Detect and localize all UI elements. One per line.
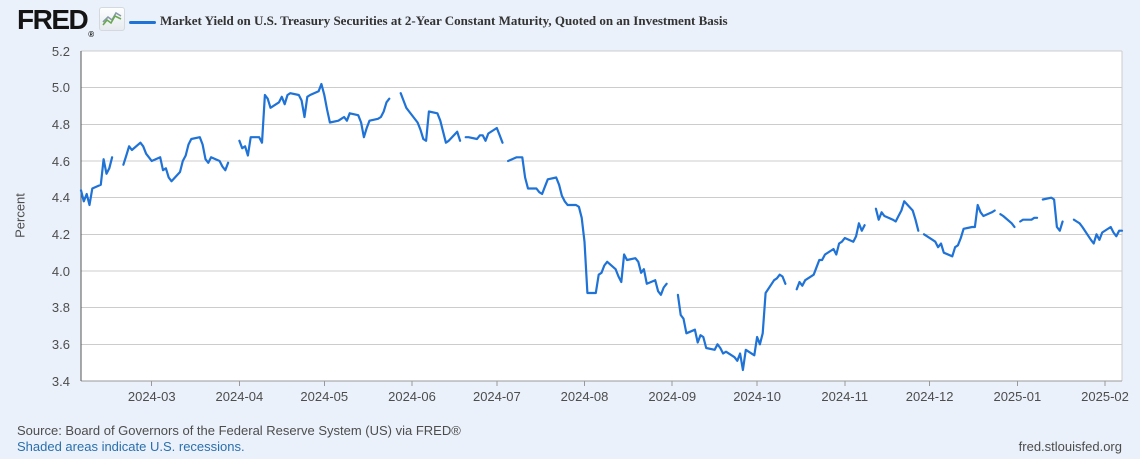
x-tick-label: 2024-07 xyxy=(472,389,521,404)
x-tick-label: 2024-03 xyxy=(127,389,176,404)
chart-title: Market Yield on U.S. Treasury Securities… xyxy=(160,13,728,28)
sparkline-chart-icon xyxy=(99,7,125,31)
x-tick-label: 2025-01 xyxy=(993,389,1042,404)
x-tick-label: 2025-02 xyxy=(1081,389,1129,404)
y-tick-label: 4.6 xyxy=(51,153,70,169)
y-tick-label: 3.4 xyxy=(51,373,70,389)
x-tick-label: 2024-12 xyxy=(905,389,954,404)
recession-note-link[interactable]: Shaded areas indicate U.S. recessions. xyxy=(17,439,245,454)
x-tick-label: 2024-11 xyxy=(821,389,869,404)
x-tick-label: 2024-08 xyxy=(560,389,609,404)
series-legend-swatch xyxy=(129,21,156,24)
y-tick-label: 4.2 xyxy=(51,226,70,242)
y-tick-label: 4.4 xyxy=(51,190,70,206)
site-url: fred.stlouisfed.org xyxy=(1018,439,1122,454)
x-tick-label: 2024-10 xyxy=(733,389,781,404)
registered-mark: ® xyxy=(88,30,95,39)
y-tick-label: 3.6 xyxy=(51,336,70,352)
x-tick-label: 2024-04 xyxy=(215,389,264,404)
x-tick-label: 2024-09 xyxy=(648,389,697,404)
fred-logo: FRED® xyxy=(17,4,95,40)
x-tick-label: 2024-06 xyxy=(388,389,436,404)
y-tick-label: 3.8 xyxy=(51,300,70,316)
y-tick-label: 5.0 xyxy=(51,80,70,96)
y-tick-label: 4.8 xyxy=(51,116,70,132)
x-tick-label: 2024-05 xyxy=(300,389,349,404)
y-tick-label: 4.0 xyxy=(51,263,70,279)
y-tick-label: 5.2 xyxy=(51,43,70,59)
source-attribution: Source: Board of Governors of the Federa… xyxy=(17,423,461,438)
